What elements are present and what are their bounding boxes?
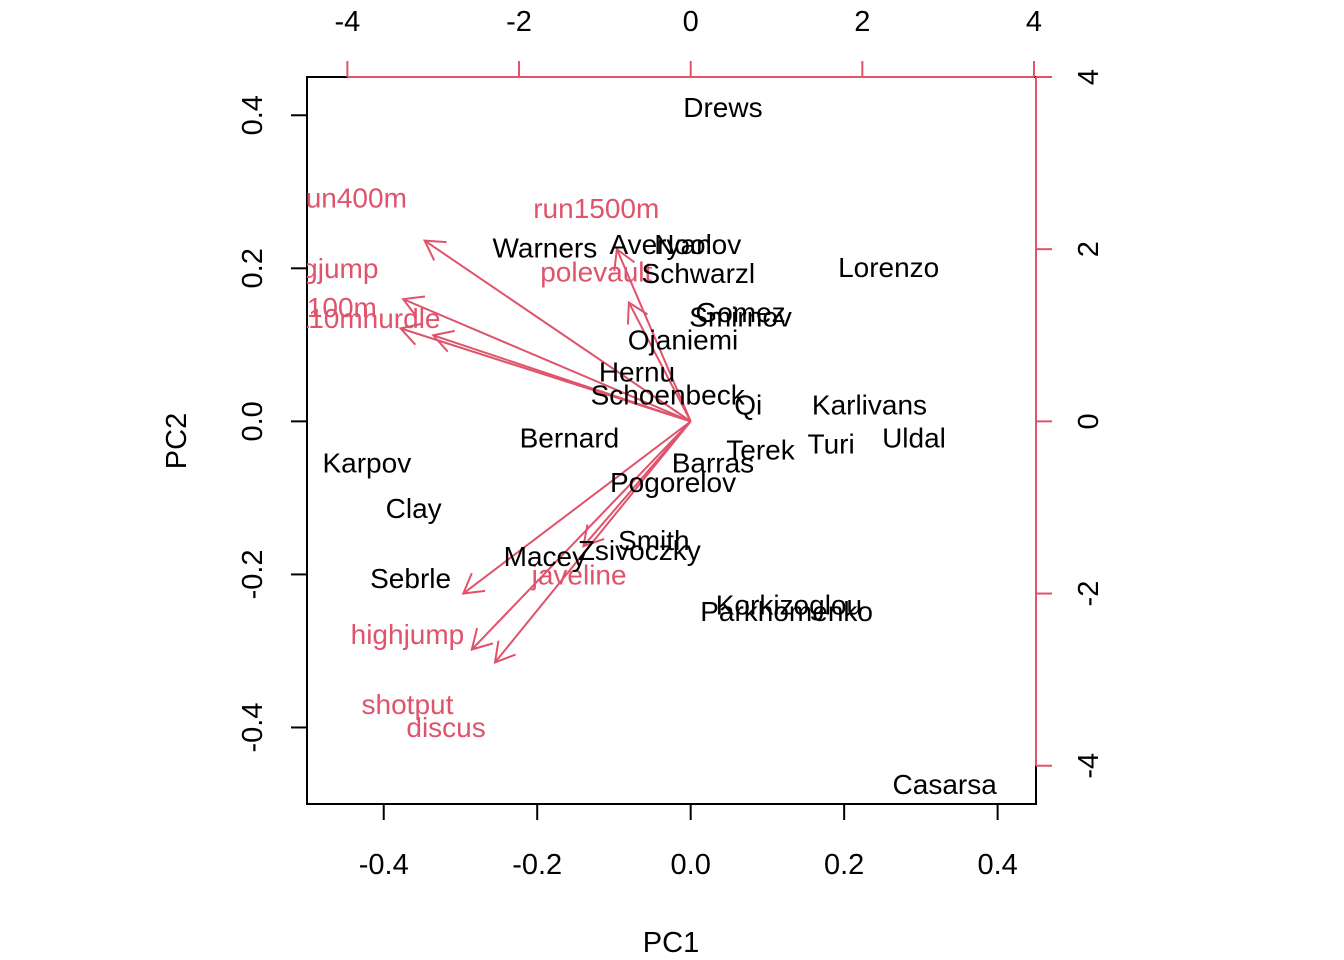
observation-label-Nool: Nool [654, 229, 712, 260]
y-tick-label: 0.0 [237, 401, 269, 441]
observation-label-Turi: Turi [808, 429, 855, 460]
observation-label-Smith: Smith [618, 525, 690, 556]
observation-label-Barras: Barras [672, 448, 754, 479]
x-tick-label: 0.0 [671, 849, 711, 881]
observation-label-Lorenzo: Lorenzo [838, 252, 939, 283]
variable-labels: run400m run1500m longjump polevault run100mr… [254, 183, 659, 743]
bottom-axis: -0.4 -0.2 0.0 0.2 0.4 [359, 803, 1018, 881]
x-tick-label: -0.4 [359, 849, 409, 881]
variable-label-highjump: highjump [351, 619, 465, 650]
x-tick-label: 0.4 [977, 849, 1017, 881]
variable-label-discus: discus [406, 712, 485, 743]
right-tick-label: -4 [1073, 753, 1105, 779]
observation-label-Qi: Qi [734, 390, 762, 421]
x-axis-label: PC1 [643, 927, 699, 959]
observation-label-Uldal: Uldal [882, 422, 946, 453]
arrowhead-run110mhurdle [431, 329, 455, 353]
top-tick-label: 2 [854, 6, 870, 38]
arrowhead-polevault [626, 300, 648, 325]
observation-label-Clay: Clay [386, 493, 442, 524]
observation-label-Pogorelov: Pogorelov [610, 467, 736, 498]
observation-label-Warners: Warners [493, 233, 598, 264]
variable-label-javeline: javeline [531, 560, 627, 591]
arrowhead-run400m [422, 239, 447, 261]
arrow-run1500m [615, 248, 692, 422]
y-tick-label: 0.4 [237, 95, 269, 135]
arrowhead-shotput [470, 627, 494, 651]
right-tick-label: 0 [1073, 413, 1105, 429]
y-tick-label: 0.2 [237, 248, 269, 288]
arrowhead-run100m [398, 322, 423, 346]
arrow-highjump [462, 420, 692, 595]
variable-label-run100m: run100m [266, 292, 377, 323]
variable-label-run400m: run400m [296, 183, 407, 214]
observation-label-Karlivans: Karlivans [812, 390, 927, 421]
right-tick-label: -2 [1073, 581, 1105, 607]
observation-label-Smirnov: Smirnov [689, 302, 792, 333]
observation-label-Bernard: Bernard [520, 422, 620, 453]
right-axis: -4 -2 0 2 4 [1035, 69, 1105, 779]
observation-label-Terek: Terek [726, 435, 795, 466]
x-tick-label: 0.2 [824, 849, 864, 881]
observation-label-Hernu: Hernu [599, 357, 675, 388]
variable-label-run110mhurdle: run110mhurdle [254, 303, 440, 334]
arrowhead-longjump [401, 295, 426, 318]
left-axis: -0.4 -0.2 0.0 0.2 0.4 [237, 95, 308, 752]
observation-label-Gomez: Gomez [695, 297, 785, 328]
top-tick-label: 0 [683, 6, 699, 38]
variable-label-shotput: shotput [362, 689, 454, 720]
arrow-shotput [471, 420, 692, 651]
observation-label-Karpov: Karpov [322, 448, 411, 479]
variable-arrows [398, 239, 692, 664]
variable-label-polevault: polevault [540, 257, 652, 288]
variable-label-longjump: longjump [265, 253, 379, 284]
y-axis-label: PC2 [161, 413, 193, 469]
observation-label-Macey: Macey [504, 541, 586, 572]
right-tick-label: 4 [1073, 69, 1105, 85]
observation-label-Drews: Drews [683, 92, 762, 123]
top-tick-label: 4 [1026, 6, 1042, 38]
observation-label-Sebrle: Sebrle [370, 563, 451, 594]
observation-label-Korkizoglou: Korkizoglou [716, 589, 862, 620]
observation-label-Schwarzl: Schwarzl [642, 258, 756, 289]
arrowhead-highjump [461, 572, 486, 595]
arrow-polevault [628, 302, 692, 422]
observation-label-Schoenbeck: Schoenbeck [591, 380, 746, 411]
variable-label-run1500m: run1500m [533, 193, 659, 224]
observation-label-Zsivoczky: Zsivoczky [578, 535, 701, 566]
y-tick-label: -0.4 [237, 702, 269, 752]
arrow-longjump [402, 298, 692, 423]
observation-label-Casarsa: Casarsa [893, 769, 998, 800]
arrowhead-run1500m [613, 247, 636, 272]
arrow-discus [494, 420, 692, 664]
right-tick-label: 2 [1073, 241, 1105, 257]
arrow-run400m [424, 239, 692, 423]
x-tick-label: -0.2 [512, 849, 562, 881]
arrow-run110mhurdle [432, 334, 692, 423]
arrowhead-discus [493, 640, 516, 664]
top-tick-label: -2 [506, 6, 532, 38]
top-axis: -4 -2 0 2 4 [334, 6, 1042, 78]
plot-area: run400m run1500m longjump polevault run100mr… [254, 92, 997, 800]
observation-label-Parkhomenko: Parkhomenko [700, 596, 873, 627]
observation-label-Averyanov: Averyanov [609, 229, 741, 260]
top-tick-label: -4 [334, 6, 360, 38]
observation-label-Ojaniemi: Ojaniemi [628, 324, 738, 355]
y-tick-label: -0.2 [237, 549, 269, 599]
